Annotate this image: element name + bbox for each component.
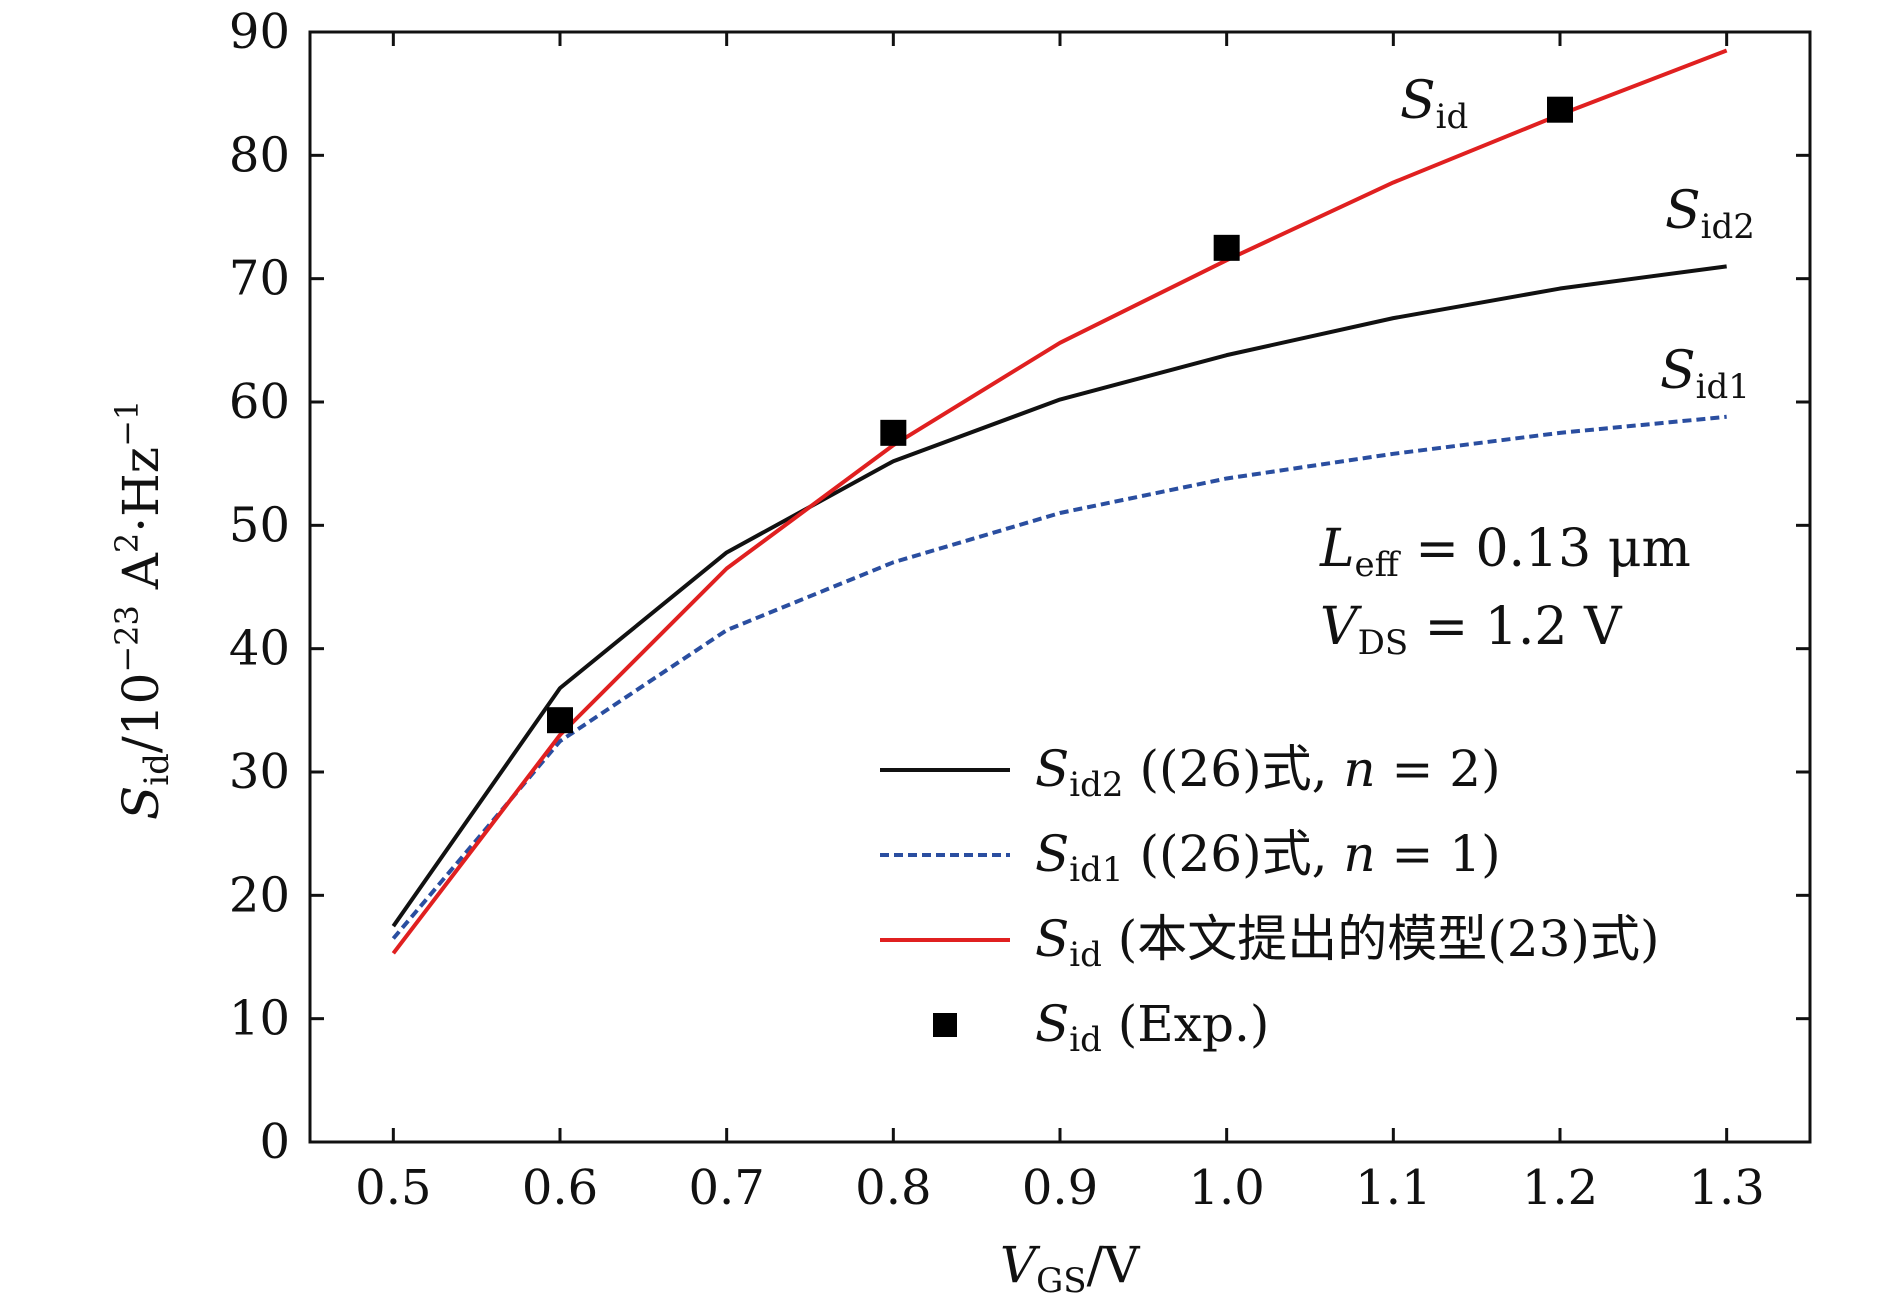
- x-tick-label: 0.7: [688, 1160, 764, 1216]
- legend-swatch-exp: [933, 1013, 957, 1037]
- y-tick-label: 70: [229, 251, 290, 307]
- y-tick-label: 20: [229, 867, 290, 923]
- curve-label-sid: Sid: [1400, 71, 1468, 137]
- x-axis-ticks: 0.5 0.6 0.7 0.8 0.9 1.0 1.1 1.2 1.3: [355, 32, 1765, 1216]
- x-tick-label: 0.5: [355, 1160, 431, 1216]
- legend-label-sid: Sid (本文提出的模型(23)式): [1035, 910, 1659, 975]
- exp-point: [547, 707, 573, 734]
- y-axis-ticks: 0 10 20 30 40 50 60 70 80 90: [229, 4, 1810, 1170]
- y-tick-label: 10: [229, 991, 290, 1047]
- y-tick-label: 50: [229, 497, 290, 553]
- y-tick-label: 60: [229, 374, 290, 430]
- x-tick-label: 1.3: [1688, 1160, 1764, 1216]
- x-tick-label: 0.8: [855, 1160, 931, 1216]
- y-tick-label: 40: [229, 621, 290, 677]
- annotation-vds: VDS = 1.2 V: [1320, 597, 1623, 663]
- series-layer: [391, 48, 1728, 955]
- y-tick-label: 30: [229, 744, 290, 800]
- x-axis-label: VGS/V: [1000, 1236, 1140, 1301]
- x-tick-label: 0.6: [522, 1160, 598, 1216]
- exp-point: [1547, 96, 1573, 123]
- annotation-leff: Leff = 0.13 μm: [1319, 519, 1691, 585]
- curve-label-sid1: Sid1: [1660, 341, 1750, 407]
- legend-label-exp: Sid (Exp.): [1035, 995, 1269, 1060]
- y-tick-label: 90: [229, 4, 290, 60]
- legend-label-sid1: Sid1 ((26)式, n = 1): [1035, 825, 1501, 890]
- y-tick-label: 80: [229, 127, 290, 183]
- exp-point: [880, 419, 907, 446]
- legend-label-sid2: Sid2 ((26)式, n = 2): [1035, 740, 1501, 805]
- x-tick-label: 1.0: [1188, 1160, 1264, 1216]
- experimental-markers: [547, 96, 1573, 734]
- plot-frame: [308, 30, 1812, 1144]
- series-line-2: [391, 48, 1728, 955]
- legend: Sid2 ((26)式, n = 2) Sid1 ((26)式, n = 1) …: [880, 740, 1659, 1060]
- curve-label-sid2: Sid2: [1665, 181, 1755, 247]
- x-tick-label: 1.2: [1522, 1160, 1598, 1216]
- y-tick-label: 0: [259, 1114, 290, 1170]
- x-tick-label: 0.9: [1022, 1160, 1098, 1216]
- exp-point: [1213, 234, 1240, 261]
- series-line-0: [391, 264, 1727, 928]
- y-axis-label: Sid/10−23 A2·Hz−1: [108, 400, 177, 820]
- x-tick-label: 1.1: [1355, 1160, 1431, 1216]
- series-line-1: [391, 414, 1727, 940]
